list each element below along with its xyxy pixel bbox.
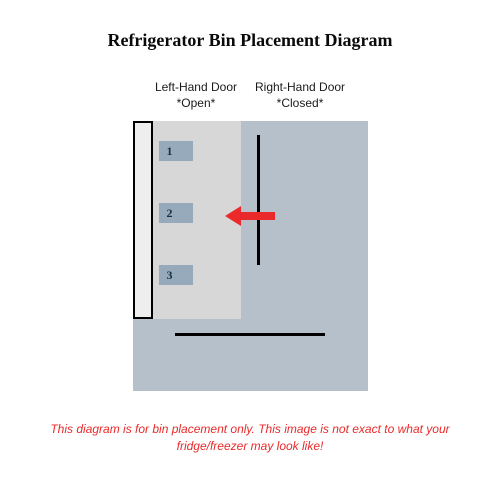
bin-slot-3: 3 [159, 265, 193, 285]
right-door-label: Right-Hand Door *Closed* [255, 79, 345, 111]
diagram: 1 2 3 [0, 121, 500, 391]
right-door-label-line2: *Closed* [255, 95, 345, 111]
right-door-label-line1: Right-Hand Door [255, 79, 345, 95]
upper-compartment: 1 2 3 [133, 121, 368, 319]
bin-slot-2: 2 [159, 203, 193, 223]
disclaimer-text: This diagram is for bin placement only. … [0, 421, 500, 453]
left-door-label: Left-Hand Door *Open* [155, 79, 237, 111]
freezer-handle [175, 333, 325, 336]
bin-label: 3 [167, 268, 173, 283]
left-door-edge [133, 121, 153, 319]
bin-label: 2 [167, 206, 173, 221]
arrow-icon [225, 206, 275, 226]
arrow-head [225, 206, 241, 226]
bin-label: 1 [167, 144, 173, 159]
left-door-label-line2: *Open* [155, 95, 237, 111]
arrow-shaft [241, 212, 275, 220]
right-door-handle [257, 135, 260, 265]
bin-slot-1: 1 [159, 141, 193, 161]
page-title: Refrigerator Bin Placement Diagram [0, 0, 500, 51]
refrigerator: 1 2 3 [133, 121, 368, 391]
left-door-label-line1: Left-Hand Door [155, 79, 237, 95]
freezer-drawer [133, 319, 368, 391]
door-labels-row: Left-Hand Door *Open* Right-Hand Door *C… [0, 79, 500, 111]
